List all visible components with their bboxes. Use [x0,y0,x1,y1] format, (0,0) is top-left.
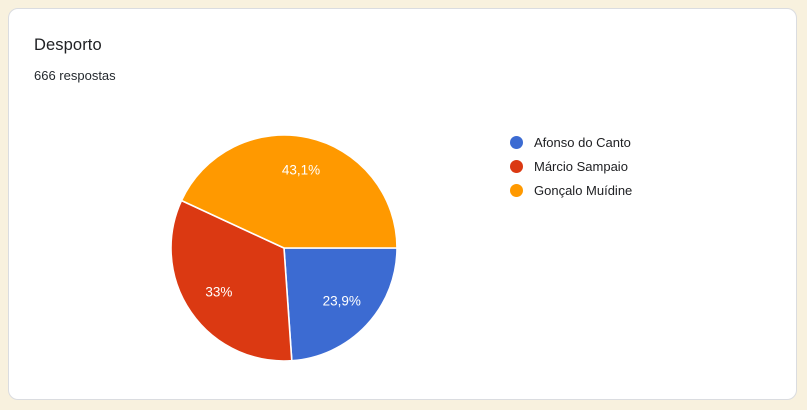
legend-item-afonso-do-canto: Afonso do Canto [510,130,632,154]
legend-label: Márcio Sampaio [534,158,628,174]
legend-label: Gonçalo Muídine [534,182,633,198]
question-title: Desporto [34,36,102,54]
legend-color-dot-icon [510,159,523,173]
pie-slice-afonso-do-canto[interactable] [283,247,398,362]
question-summary-card: Desporto 666 respostas 23,9% 33% 43,1% Afo… [8,8,797,400]
legend-color-dot-icon [510,135,523,149]
pie-slice-percent-label: 33% [205,284,232,299]
legend-item-goncalo-muidine: Gonçalo Muídine [510,178,632,202]
legend-color-dot-icon [510,183,523,197]
pie-slice-percent-label: 43,1% [282,162,320,177]
pie-chart-svg: 23,9% 33% 43,1% [170,134,398,362]
legend-item-marcio-sampaio: Márcio Sampaio [510,154,632,178]
chart-legend: Afonso do Canto Márcio Sampaio Gonçalo Muí… [510,130,632,202]
response-count: 666 respostas [34,68,116,83]
pie-slice-marcio-sampaio[interactable] [170,199,293,362]
pie-slice-percent-label: 23,9% [323,294,361,309]
pie-slice-goncalo-muidine[interactable] [180,134,398,249]
pie-chart: 23,9% 33% 43,1% [164,128,404,368]
legend-label: Afonso do Canto [534,134,631,150]
